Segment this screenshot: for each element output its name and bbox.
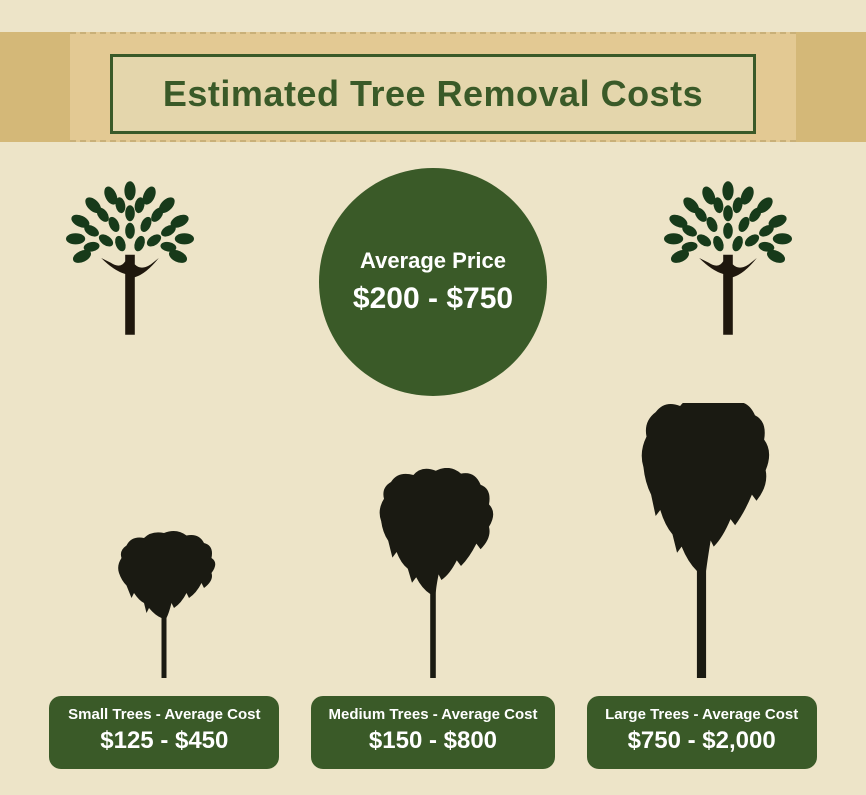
average-price: $200 - $750	[353, 282, 513, 316]
cost-pill: Large Trees - Average Cost $750 - $2,000	[587, 696, 817, 769]
category-small: Small Trees - Average Cost $125 - $450	[39, 528, 289, 769]
average-label: Average Price	[360, 248, 506, 274]
category-large: Large Trees - Average Cost $750 - $2,000	[577, 403, 827, 769]
header-tab-left	[0, 32, 70, 142]
cost-price: $750 - $2,000	[605, 727, 799, 755]
cost-price: $125 - $450	[67, 727, 261, 755]
medium-tree-icon	[358, 468, 508, 678]
large-tree-icon	[619, 403, 784, 678]
decorative-tree-icon	[648, 178, 808, 338]
average-price-circle: Average Price $200 - $750	[319, 168, 547, 396]
cost-label: Large Trees - Average Cost	[605, 706, 799, 723]
cost-pill: Medium Trees - Average Cost $150 - $800	[311, 696, 556, 769]
small-tree-icon	[99, 528, 229, 678]
content-area: Average Price $200 - $750 Small Trees - …	[0, 158, 866, 795]
cost-pill: Small Trees - Average Cost $125 - $450	[49, 696, 279, 769]
header-tab-right	[796, 32, 866, 142]
cost-label: Small Trees - Average Cost	[67, 706, 261, 723]
decorative-tree-icon	[50, 178, 210, 338]
category-medium: Medium Trees - Average Cost $150 - $800	[308, 468, 558, 769]
category-row: Small Trees - Average Cost $125 - $450 M…	[0, 403, 866, 769]
cost-label: Medium Trees - Average Cost	[329, 706, 538, 723]
title-box: Estimated Tree Removal Costs	[110, 54, 756, 134]
cost-price: $150 - $800	[329, 727, 538, 755]
page-title: Estimated Tree Removal Costs	[163, 73, 703, 115]
